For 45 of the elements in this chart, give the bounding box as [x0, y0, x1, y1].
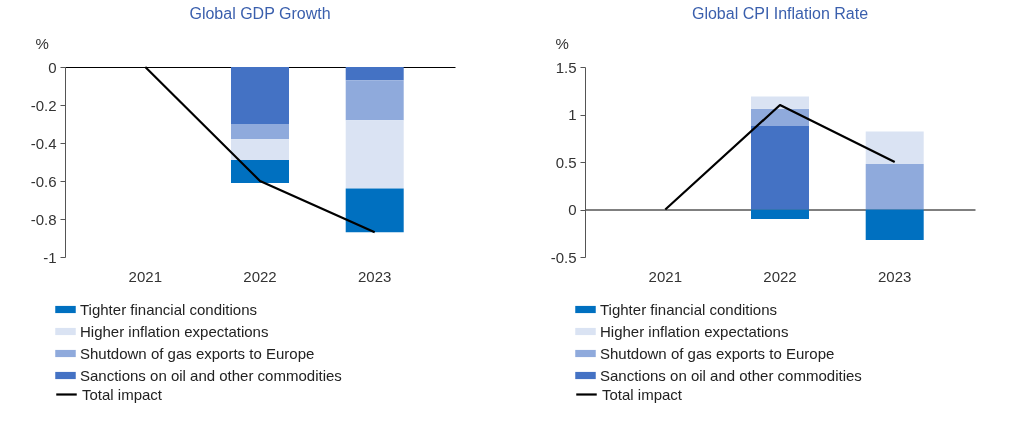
- legend-label: Higher inflation expectations: [80, 322, 269, 340]
- y-axis-title: %: [555, 34, 569, 52]
- legend-label: Shutdown of gas exports to Europe: [80, 344, 315, 362]
- bar: [345, 67, 404, 81]
- y-axis-title: %: [35, 34, 49, 52]
- x-tick-label: 2022: [763, 267, 797, 285]
- legend-label: Shutdown of gas exports to Europe: [600, 344, 835, 362]
- x-tick-label: 2023: [878, 267, 912, 285]
- legend-label: Total impact: [602, 385, 683, 403]
- y-tick-label: -0.5: [550, 248, 577, 266]
- x-tick-label: 2021: [648, 267, 682, 285]
- legend-label: Tighter financial conditions: [600, 300, 778, 318]
- bar: [865, 209, 924, 240]
- x-tick-label: 2023: [358, 267, 392, 285]
- y-tick-label: 0: [568, 201, 577, 218]
- bar: [345, 80, 404, 121]
- y-tick-label: -0.6: [30, 172, 57, 190]
- y-tick-label: -0.4: [30, 134, 57, 152]
- bar: [345, 188, 404, 233]
- bar: [345, 120, 404, 189]
- legend-label: Sanctions on oil and other commodities: [80, 366, 342, 384]
- bar: [865, 131, 924, 164]
- legend-label: Higher inflation expectations: [600, 322, 789, 340]
- bar: [231, 160, 289, 183]
- y-tick-label: -0.8: [30, 210, 57, 228]
- y-tick-label: 1: [568, 106, 577, 123]
- bar: [231, 124, 289, 140]
- legend-label: Sanctions on oil and other commodities: [600, 366, 862, 384]
- x-tick-label: 2021: [128, 267, 162, 285]
- chart-title: Global CPI Inflation Rate: [691, 5, 869, 22]
- bar: [231, 67, 289, 124]
- bar: [751, 209, 809, 219]
- chart-title: Global GDP Growth: [189, 5, 331, 22]
- y-tick-label: -1: [43, 248, 57, 266]
- y-tick-label: -0.2: [30, 96, 57, 114]
- bar: [751, 125, 809, 210]
- bar: [751, 96, 809, 109]
- legend-label: Tighter financial conditions: [80, 300, 258, 318]
- x-tick-label: 2022: [243, 267, 277, 285]
- bar: [231, 139, 289, 161]
- y-tick-label: 1.5: [555, 58, 577, 76]
- bar: [865, 163, 924, 210]
- y-tick-label: 0.5: [555, 153, 577, 171]
- legend-label: Total impact: [82, 385, 163, 403]
- y-tick-label: 0: [48, 58, 57, 76]
